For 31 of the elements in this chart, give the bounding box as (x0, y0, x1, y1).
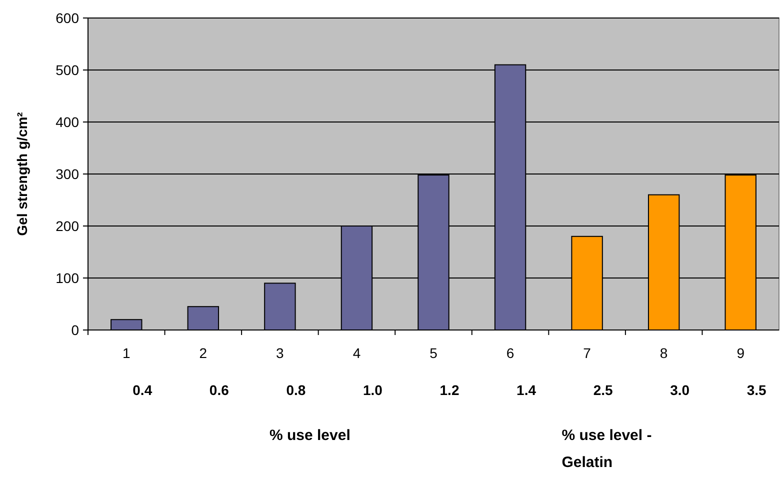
x-tick-label: 8 (660, 345, 668, 361)
text: 3.5 (746, 382, 767, 398)
x-tick-label: 3 (276, 345, 284, 361)
x-tick-label: 2 (199, 345, 208, 361)
text: 0.6 (209, 382, 230, 398)
text: 1.4 (516, 382, 536, 398)
text: 1.0 (362, 382, 383, 398)
text: 0.4 (132, 382, 152, 398)
text: % use level - Gelatin (562, 427, 652, 471)
y-axis-title: Gel strength g/cm² (14, 112, 30, 236)
x-tick-label: 9 (736, 345, 745, 361)
x-tick-label: 5 (430, 345, 438, 361)
x-tick-label: 4 (352, 345, 361, 361)
bar (187, 306, 220, 330)
y-tick-label: 500 (56, 62, 80, 78)
x-tick-label: 6 (506, 345, 514, 361)
y-tick-label: 300 (56, 166, 80, 182)
text: 0.8 (286, 382, 306, 398)
y-tick-label: 400 (56, 114, 80, 130)
y-tick-label: 200 (56, 218, 80, 234)
y-tick-label: 600 (56, 10, 80, 26)
bar (264, 282, 296, 330)
text: 3.0 (670, 382, 690, 398)
y-tick-label: 0 (71, 322, 80, 338)
x-tick-label: 7 (583, 345, 592, 361)
bar (110, 319, 142, 330)
y-tick-label: 100 (56, 270, 80, 286)
text: 1.2 (440, 382, 460, 398)
text: 2.5 (593, 382, 613, 398)
x-axis-title: % use level (270, 427, 350, 444)
x-tick-label: 1 (122, 345, 130, 361)
